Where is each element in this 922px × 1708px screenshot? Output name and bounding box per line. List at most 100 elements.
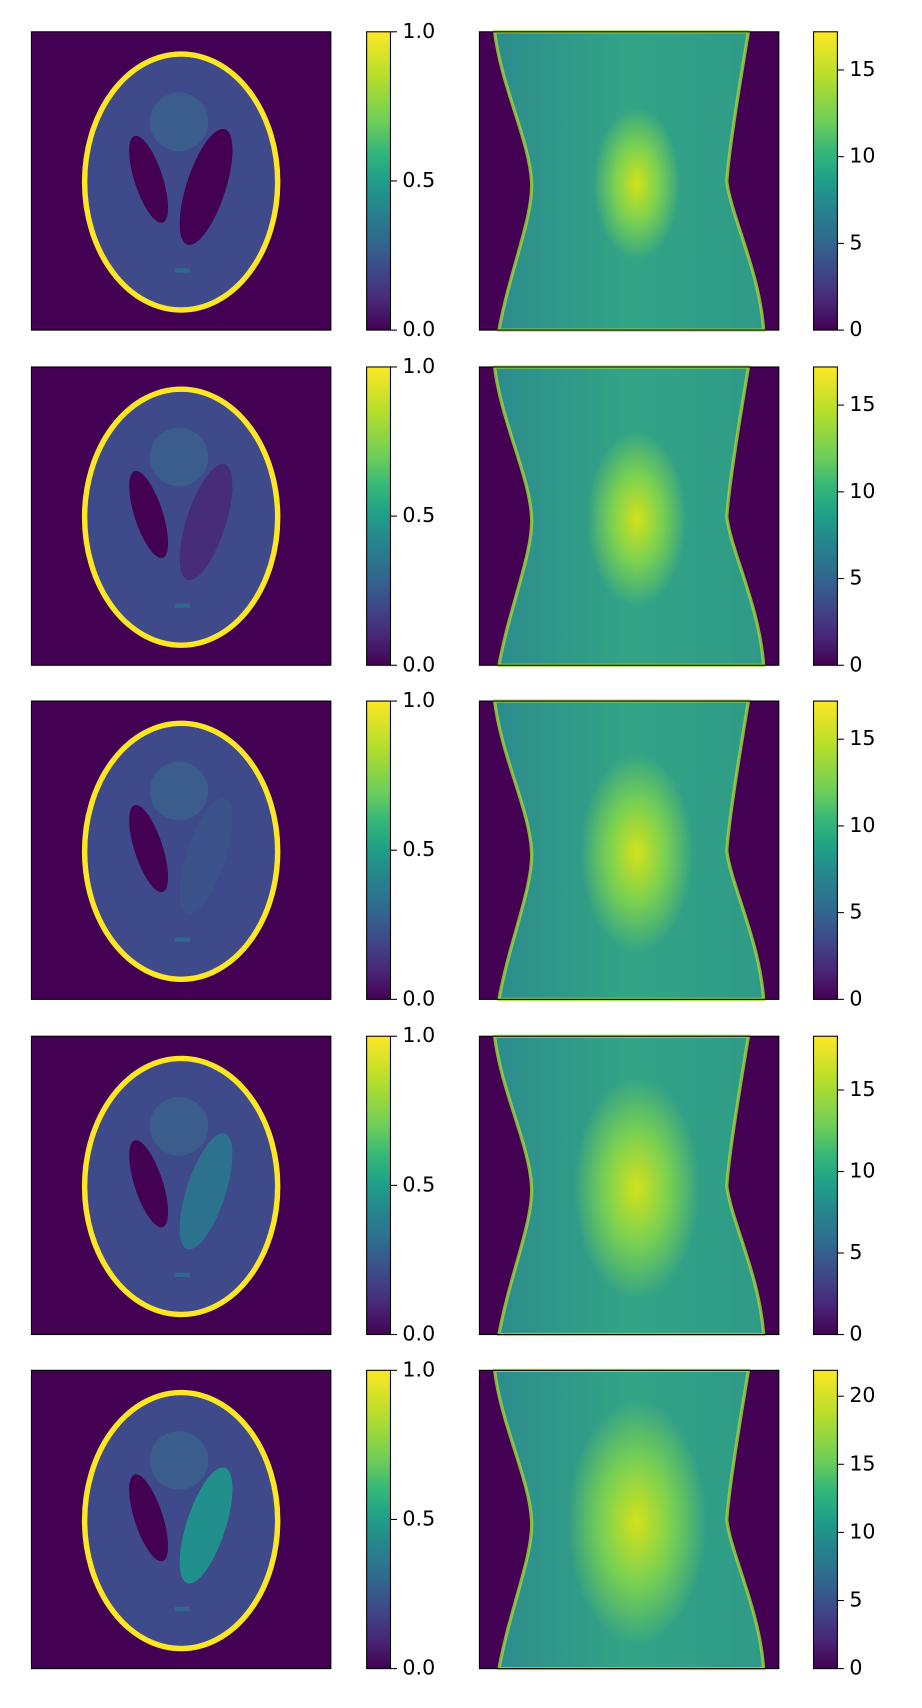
- colorbar-tick-label: 15: [849, 57, 875, 81]
- bright-region: [586, 431, 687, 607]
- top-circle: [149, 1431, 209, 1490]
- sinogram-image: [478, 699, 780, 1001]
- frame: [30, 1369, 332, 1670]
- colorbar-tick-label: 5: [849, 900, 862, 924]
- top-circle: [149, 761, 209, 821]
- colorbar: 0.0 0.5 1.0: [366, 688, 435, 1010]
- colorbar-tick-label: 10: [849, 144, 875, 168]
- colorbar-gradient: [812, 366, 838, 666]
- colorbar: 0.0 0.5 1.0: [366, 1023, 435, 1346]
- colorbar: 0 5 10 15: [812, 1035, 876, 1346]
- colorbar-tick-label: 1.0: [402, 19, 435, 43]
- sinogram-image: [478, 1368, 780, 1671]
- outer-ring: [81, 1389, 281, 1652]
- colorbar-tick-label: 0.0: [402, 317, 435, 341]
- colorbar-tick-label: 0.5: [402, 1172, 435, 1196]
- frame: [30, 31, 332, 331]
- outer-ring: [81, 1055, 281, 1318]
- colorbar-tick-label: 20: [849, 1383, 875, 1407]
- right-ellipse: [179, 463, 233, 581]
- bright-region: [573, 1077, 700, 1299]
- colorbar-tick-label: 10: [849, 479, 875, 503]
- phantom-image: [30, 1035, 332, 1336]
- colorbar: 0 5 10 15: [812, 31, 876, 341]
- colorbar-tick-label: 10: [849, 1519, 875, 1543]
- left-ellipse: [129, 135, 169, 223]
- colorbar-tick-label: 0: [849, 1322, 862, 1346]
- frame: [478, 366, 780, 666]
- frame: [30, 366, 332, 666]
- colorbar-tick-label: 0.5: [402, 168, 435, 192]
- right-ellipse: [179, 798, 233, 915]
- outer-ring: [81, 720, 281, 982]
- colorbar-tick-label: 0.0: [402, 1322, 435, 1346]
- small-dot: [174, 1272, 190, 1278]
- colorbar-tick-label: 0: [849, 986, 862, 1010]
- colorbar-tick-label: 0.0: [402, 652, 435, 676]
- frame: [478, 31, 780, 331]
- phantom-image: [30, 1369, 332, 1670]
- small-dot: [174, 603, 190, 608]
- left-ellipse: [129, 470, 169, 559]
- colorbar-tick-label: 15: [849, 1451, 875, 1475]
- top-circle: [149, 1096, 209, 1156]
- colorbar-gradient: [366, 1035, 392, 1336]
- outer-ring: [81, 51, 281, 313]
- frame: [478, 1369, 780, 1670]
- sinogram-image: [478, 365, 780, 667]
- colorbar: 0.0 0.5 1.0: [366, 1357, 435, 1680]
- right-ellipse: [179, 1467, 233, 1584]
- sinogram-image: [478, 30, 780, 332]
- top-circle: [149, 427, 209, 487]
- colorbar-tick-label: 0: [849, 317, 862, 341]
- colorbar-gradient: [366, 31, 392, 331]
- small-dot: [174, 937, 190, 942]
- small-dot: [174, 268, 190, 273]
- right-ellipse: [179, 128, 233, 245]
- frame: [478, 1035, 780, 1336]
- phantom-image: [30, 700, 332, 1000]
- top-circle: [149, 92, 209, 152]
- colorbar-gradient: [812, 1369, 838, 1670]
- left-ellipse: [129, 1474, 169, 1562]
- bright-region: [580, 754, 694, 952]
- colorbar-gradient: [366, 700, 392, 1000]
- bright-region: [593, 107, 681, 260]
- colorbar: 0 5 10 15: [812, 366, 876, 676]
- colorbar-tick-label: 1.0: [402, 354, 435, 378]
- colorbar-tick-label: 0: [849, 1656, 862, 1680]
- colorbar-tick-label: 0.0: [402, 986, 435, 1010]
- colorbar-gradient: [366, 1369, 392, 1670]
- colorbar-tick-label: 0.5: [402, 1506, 435, 1530]
- colorbar-tick-label: 5: [849, 230, 862, 254]
- colorbar-tick-label: 0.0: [402, 1656, 435, 1680]
- colorbar-tick-label: 15: [849, 1077, 875, 1101]
- small-dot: [174, 1606, 190, 1612]
- colorbar-tick-label: 1.0: [402, 1023, 435, 1047]
- colorbar-tick-label: 0.5: [402, 837, 435, 861]
- bright-region: [567, 1400, 707, 1644]
- colorbar-tick-label: 5: [849, 1588, 862, 1612]
- sinogram-image: [478, 1034, 780, 1337]
- phantom-image: [30, 366, 332, 666]
- colorbar-tick-label: 15: [849, 392, 875, 416]
- outer-ring: [81, 386, 281, 648]
- colorbar-tick-label: 1.0: [402, 688, 435, 712]
- frame: [478, 700, 780, 1000]
- frame: [30, 1035, 332, 1336]
- colorbar-gradient: [812, 700, 838, 1000]
- colorbar-tick-label: 1.0: [402, 1357, 435, 1381]
- colorbar: 0 5 10 15: [812, 700, 876, 1010]
- colorbar-tick-label: 10: [849, 813, 875, 837]
- right-ellipse: [179, 1133, 233, 1250]
- colorbar-tick-label: 5: [849, 566, 862, 590]
- colorbar-tick-label: 5: [849, 1240, 862, 1264]
- left-ellipse: [129, 805, 169, 893]
- colorbar-tick-label: 0: [849, 652, 862, 676]
- colorbar-tick-label: 0.5: [402, 503, 435, 527]
- phantom-image: [30, 31, 332, 331]
- left-ellipse: [129, 1140, 169, 1228]
- colorbar-gradient: [812, 1035, 838, 1336]
